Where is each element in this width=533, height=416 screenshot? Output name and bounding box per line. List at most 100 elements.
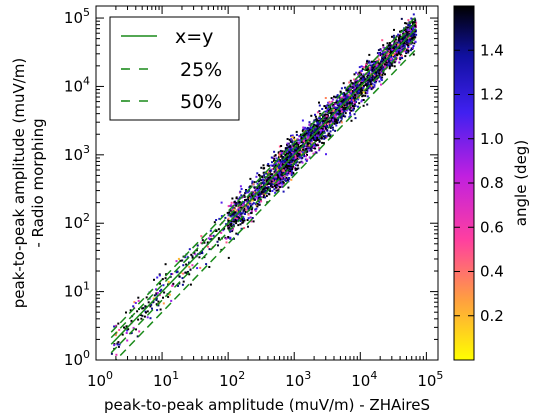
scatter-point bbox=[235, 222, 238, 225]
scatter-point bbox=[368, 53, 371, 56]
scatter-point bbox=[340, 100, 343, 103]
scatter-point bbox=[170, 299, 173, 302]
scatter-point bbox=[255, 196, 258, 199]
colorbar-tick-label: 0.6 bbox=[480, 218, 504, 236]
scatter-point bbox=[280, 182, 283, 185]
scatter-point bbox=[345, 104, 348, 107]
scatter-point bbox=[287, 163, 290, 166]
scatter-point bbox=[237, 198, 240, 200]
scatter-point bbox=[381, 73, 384, 76]
scatter-point bbox=[325, 115, 328, 118]
scatter-point bbox=[412, 32, 414, 35]
scatter-point bbox=[351, 96, 354, 99]
scatter-point bbox=[181, 259, 184, 262]
scatter-point bbox=[273, 150, 276, 153]
scatter-point bbox=[229, 215, 232, 218]
scatter-point bbox=[371, 78, 374, 81]
scatter-point bbox=[343, 104, 346, 107]
scatter-point bbox=[329, 134, 332, 137]
scatter-point bbox=[258, 203, 261, 206]
scatter-point bbox=[367, 83, 370, 86]
scatter-point bbox=[264, 189, 267, 192]
scatter-point bbox=[251, 217, 254, 219]
scatter-point bbox=[288, 156, 291, 159]
scatter-point bbox=[266, 164, 269, 167]
scatter-point bbox=[260, 179, 263, 182]
scatter-point bbox=[220, 201, 223, 204]
scatter-point bbox=[316, 123, 319, 126]
scatter-point bbox=[366, 60, 368, 63]
scatter-point bbox=[370, 79, 373, 82]
scatter-point bbox=[265, 179, 268, 182]
scatter-point bbox=[409, 24, 412, 27]
scatter-point bbox=[220, 215, 223, 217]
scatter-point bbox=[302, 151, 305, 154]
x-tick-label: 101 bbox=[153, 369, 179, 390]
scatter-point bbox=[353, 113, 356, 116]
scatter-point bbox=[238, 196, 241, 199]
scatter-point bbox=[394, 47, 397, 50]
scatter-point bbox=[245, 198, 248, 201]
scatter-point bbox=[393, 65, 396, 68]
scatter-point bbox=[358, 90, 360, 93]
scatter-point bbox=[238, 201, 241, 204]
scatter-point bbox=[187, 270, 189, 273]
scatter-point bbox=[380, 60, 383, 63]
scatter-point bbox=[266, 183, 269, 186]
scatter-point bbox=[344, 112, 347, 115]
colorbar-tick-label: 0.2 bbox=[480, 307, 504, 325]
scatter-point bbox=[256, 172, 259, 175]
scatter-point bbox=[269, 190, 272, 193]
scatter-point bbox=[387, 64, 390, 67]
scatter-point bbox=[359, 70, 362, 73]
scatter-point bbox=[397, 33, 400, 36]
scatter-point bbox=[340, 103, 342, 106]
scatter-point bbox=[355, 84, 358, 87]
scatter-point bbox=[133, 301, 136, 304]
scatter-point bbox=[358, 102, 361, 105]
scatter-point bbox=[235, 204, 238, 207]
scatter-point bbox=[200, 235, 203, 238]
scatter-point bbox=[293, 140, 296, 143]
scatter-point bbox=[377, 49, 380, 52]
scatter-point bbox=[301, 144, 303, 147]
scatter-point bbox=[290, 170, 293, 173]
scatter-point bbox=[360, 88, 363, 91]
scatter-point bbox=[415, 33, 418, 36]
scatter-point bbox=[386, 56, 389, 59]
scatter-point bbox=[348, 116, 351, 119]
scatter-point bbox=[251, 182, 254, 185]
scatter-point bbox=[371, 70, 374, 73]
scatter-point bbox=[203, 241, 206, 244]
scatter-point bbox=[343, 95, 345, 98]
scatter-point bbox=[303, 145, 306, 147]
scatter-point bbox=[362, 73, 365, 76]
scatter-point bbox=[113, 344, 116, 347]
scatter-point bbox=[393, 46, 396, 49]
scatter-point bbox=[292, 158, 295, 160]
scatter-point bbox=[287, 186, 290, 189]
scatter-point bbox=[262, 167, 265, 170]
scatter-point bbox=[150, 303, 153, 306]
scatter-point bbox=[340, 107, 343, 110]
scatter-point bbox=[350, 101, 353, 104]
scatter-point bbox=[312, 125, 315, 128]
scatter-point bbox=[260, 166, 263, 169]
scatter-point bbox=[355, 83, 358, 86]
scatter-point bbox=[271, 179, 274, 182]
scatter-point bbox=[256, 205, 259, 208]
scatter-point bbox=[293, 151, 296, 154]
scatter-point bbox=[297, 145, 300, 148]
scatter-point bbox=[242, 203, 245, 206]
scatter-point bbox=[305, 147, 308, 150]
scatter-point bbox=[146, 316, 149, 319]
scatter-point bbox=[339, 90, 342, 93]
scatter-point bbox=[349, 86, 352, 89]
scatter-point bbox=[324, 136, 327, 139]
scatter-point bbox=[317, 138, 320, 141]
scatter-point bbox=[310, 126, 313, 129]
scatter-point bbox=[157, 300, 160, 303]
scatter-point bbox=[242, 209, 245, 212]
scatter-point bbox=[276, 169, 279, 171]
scatter-point bbox=[351, 87, 354, 89]
